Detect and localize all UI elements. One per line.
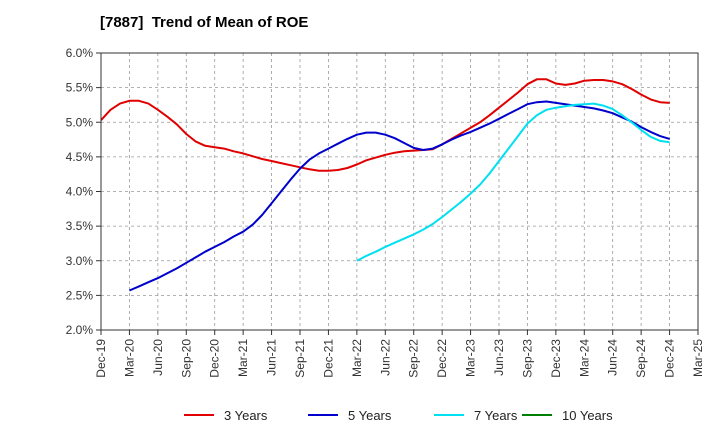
grid — [101, 53, 698, 330]
series-line-7-years — [356, 102, 670, 262]
x-tick-label: Jun-24 — [606, 339, 620, 376]
x-tick-label: Dec-21 — [321, 339, 335, 378]
legend: 3 Years 5 Years 7 Years 10 Years — [184, 408, 613, 423]
legend-label: 3 Years — [224, 408, 268, 423]
x-tick-label: Dec-20 — [208, 339, 222, 378]
x-tick-label: Jun-20 — [151, 339, 165, 376]
legend-item-3-years: 3 Years — [184, 408, 268, 423]
legend-label: 7 Years — [474, 408, 518, 423]
x-tick-label: Mar-24 — [577, 339, 591, 377]
x-tick-label: Mar-22 — [350, 339, 364, 377]
x-tick-label: Mar-21 — [236, 339, 250, 377]
y-tick-label: 2.0% — [66, 323, 94, 337]
y-tick-label: 5.0% — [66, 115, 94, 129]
legend-label: 5 Years — [348, 408, 392, 423]
x-axis-ticks: Dec-19 Mar-20 Jun-20 Sep-20 Dec-20 Mar-21 Jun-… — [94, 330, 705, 378]
x-tick-label: Sep-22 — [407, 339, 421, 378]
series-line-3-years — [100, 78, 670, 172]
x-tick-label: Sep-24 — [634, 339, 648, 378]
x-tick-label: Dec-19 — [94, 339, 108, 378]
chart-title: [7887] Trend of Mean of ROE — [100, 14, 309, 31]
series-lines — [100, 78, 670, 292]
x-tick-label: Mar-25 — [691, 339, 705, 377]
x-tick-label: Sep-21 — [293, 339, 307, 378]
x-tick-label: Jun-21 — [265, 339, 279, 376]
x-tick-label: Sep-23 — [520, 339, 534, 378]
series-line-5-years — [129, 100, 670, 292]
y-tick-label: 4.0% — [66, 185, 94, 199]
y-tick-label: 4.5% — [66, 150, 94, 164]
x-tick-label: Mar-20 — [122, 339, 136, 377]
x-tick-label: Dec-23 — [549, 339, 563, 378]
x-tick-label: Jun-23 — [492, 339, 506, 376]
legend-item-7-years: 7 Years — [434, 408, 518, 423]
y-tick-label: 3.0% — [66, 254, 94, 268]
legend-item-5-years: 5 Years — [308, 408, 392, 423]
x-tick-label: Sep-20 — [179, 339, 193, 378]
legend-item-10-years: 10 Years — [522, 408, 613, 423]
y-axis-ticks: 2.0% 2.5% 3.0% 3.5% 4.0% 4.5% 5.0% 5.5% 6.0% — [66, 46, 101, 337]
plot-background — [101, 53, 698, 330]
legend-label: 10 Years — [562, 408, 613, 423]
y-tick-label: 5.5% — [66, 81, 94, 95]
y-tick-label: 3.5% — [66, 219, 94, 233]
y-tick-label: 6.0% — [66, 46, 94, 60]
y-tick-label: 2.5% — [66, 288, 94, 302]
x-tick-label: Dec-24 — [663, 339, 677, 378]
x-tick-label: Dec-22 — [435, 339, 449, 378]
x-tick-label: Jun-22 — [378, 339, 392, 376]
x-tick-label: Mar-23 — [464, 339, 478, 377]
